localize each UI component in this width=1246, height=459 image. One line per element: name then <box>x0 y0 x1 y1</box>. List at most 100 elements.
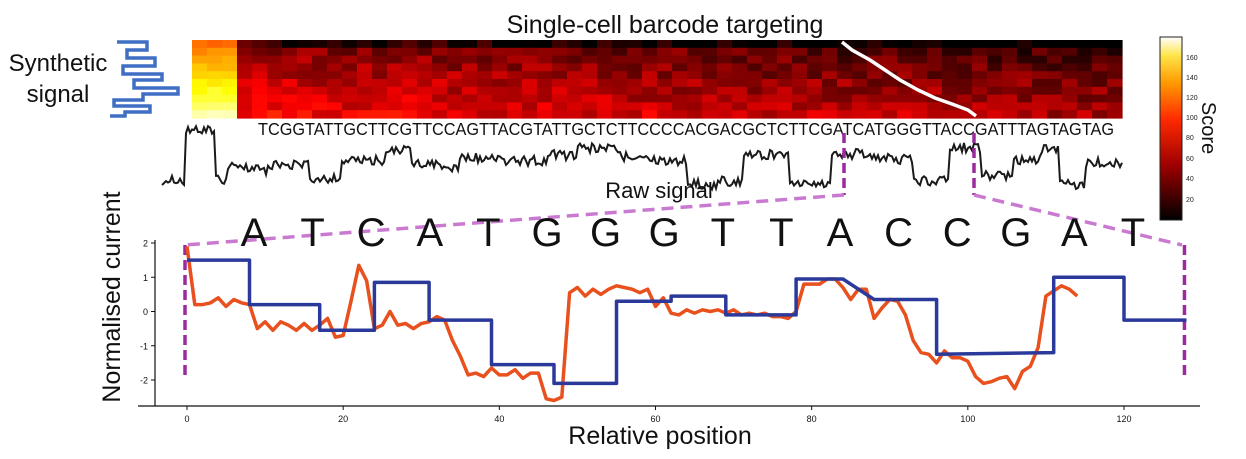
heatmap-cell <box>552 71 568 80</box>
heatmap-cell <box>327 94 343 103</box>
heatmap-cell <box>372 110 388 119</box>
x-tick-label: 60 <box>650 414 660 424</box>
heatmap-cell <box>282 86 298 96</box>
heatmap-cell <box>672 94 688 103</box>
heatmap-cell <box>792 55 808 64</box>
heatmap-cell <box>642 71 658 80</box>
heatmap-cell <box>267 110 283 119</box>
heatmap-cell <box>942 79 958 88</box>
heatmap-cell <box>402 102 418 111</box>
heatmap-cell <box>777 94 793 103</box>
heatmap-cell <box>312 63 328 72</box>
heatmap-cell <box>627 71 643 80</box>
heatmap-cell <box>387 71 403 80</box>
heatmap-cell <box>927 102 943 111</box>
heatmap-cell <box>717 102 733 111</box>
heatmap-cell <box>207 40 223 49</box>
heatmap-cell <box>1092 71 1108 80</box>
heatmap-cell <box>267 94 283 103</box>
x-tick-label: 40 <box>494 414 504 424</box>
heatmap-cell <box>687 63 703 72</box>
heatmap-cell <box>237 63 253 72</box>
colorbar-tick-label: 20 <box>1186 197 1194 204</box>
heatmap-cell <box>357 110 373 119</box>
heatmap-cell <box>702 86 718 96</box>
colorbar-tick-label: 40 <box>1186 176 1194 183</box>
heatmap-cell <box>672 79 688 88</box>
heatmap-cell <box>627 40 643 49</box>
heatmap-cell <box>252 94 268 103</box>
heatmap-cell <box>972 47 988 57</box>
heatmap-cell <box>342 94 358 103</box>
heatmap-cell <box>387 63 403 72</box>
heatmap-cell <box>807 40 823 49</box>
heatmap-cell <box>762 94 778 103</box>
heatmap-cell <box>522 79 538 88</box>
heatmap-cell <box>882 40 898 49</box>
heatmap-cell <box>537 102 553 111</box>
heatmap-cell <box>1047 47 1063 57</box>
heatmap-cell <box>297 71 313 80</box>
heatmap-cell <box>762 79 778 88</box>
heatmap-cell <box>207 47 223 57</box>
heatmap-cell <box>837 94 853 103</box>
heatmap-cell <box>432 47 448 57</box>
heatmap-cell <box>1077 79 1093 88</box>
heatmap-cell <box>1077 40 1093 49</box>
zoom-base-letter: G <box>531 211 562 255</box>
heatmap-cell <box>732 71 748 80</box>
heatmap-cell <box>297 110 313 119</box>
heatmap-cell <box>507 63 523 72</box>
heatmap-cell <box>942 94 958 103</box>
heatmap-cell <box>567 110 583 119</box>
heatmap-cell <box>957 63 973 72</box>
alignment-path <box>840 40 978 118</box>
zoom-base-letter: T <box>769 211 793 255</box>
heatmap-cell <box>612 47 628 57</box>
heatmap-cell <box>267 79 283 88</box>
heatmap-cell <box>837 110 853 119</box>
heatmap-cell <box>1047 40 1063 49</box>
heatmap-cell <box>657 55 673 64</box>
heatmap-cell <box>537 79 553 88</box>
heatmap-cell <box>237 71 253 80</box>
heatmap-cell <box>1062 71 1078 80</box>
heatmap-cell <box>687 55 703 64</box>
heatmap-cell <box>762 47 778 57</box>
heatmap-cell <box>747 47 763 57</box>
measured-signal-line <box>185 246 1079 403</box>
heatmap-cell <box>822 55 838 64</box>
heatmap-cell <box>567 71 583 80</box>
heatmap-cell <box>1032 71 1048 80</box>
heatmap-cell <box>237 79 253 88</box>
heatmap-cell <box>327 79 343 88</box>
heatmap-cell <box>552 102 568 111</box>
heatmap-cell <box>252 55 268 64</box>
heatmap-cell <box>1002 71 1018 80</box>
heatmap-cell <box>1077 55 1093 64</box>
heatmap-cell <box>1107 94 1123 103</box>
heatmap-cell <box>807 79 823 88</box>
heatmap-cell <box>1077 110 1093 119</box>
heatmap-cell <box>852 79 868 88</box>
heatmap-cell <box>597 71 613 80</box>
heatmap-cell <box>432 40 448 49</box>
heatmap-cell <box>567 86 583 96</box>
heatmap-cell <box>282 55 298 64</box>
heatmap-cell <box>402 94 418 103</box>
heatmap-cell <box>747 94 763 103</box>
heatmap-cell <box>477 47 493 57</box>
heatmap-cell <box>747 55 763 64</box>
heatmap-cell <box>567 63 583 72</box>
heatmap-cell <box>1047 63 1063 72</box>
heatmap-cell <box>297 55 313 64</box>
heatmap-cell <box>222 71 238 80</box>
heatmap-cell <box>372 102 388 111</box>
heatmap-cell <box>867 71 883 80</box>
heatmap-cell <box>912 47 928 57</box>
heatmap-cell <box>1017 40 1033 49</box>
heatmap-cell <box>432 55 448 64</box>
heatmap-cell <box>447 94 463 103</box>
heatmap-cell <box>957 79 973 88</box>
heatmap-cell <box>837 86 853 96</box>
